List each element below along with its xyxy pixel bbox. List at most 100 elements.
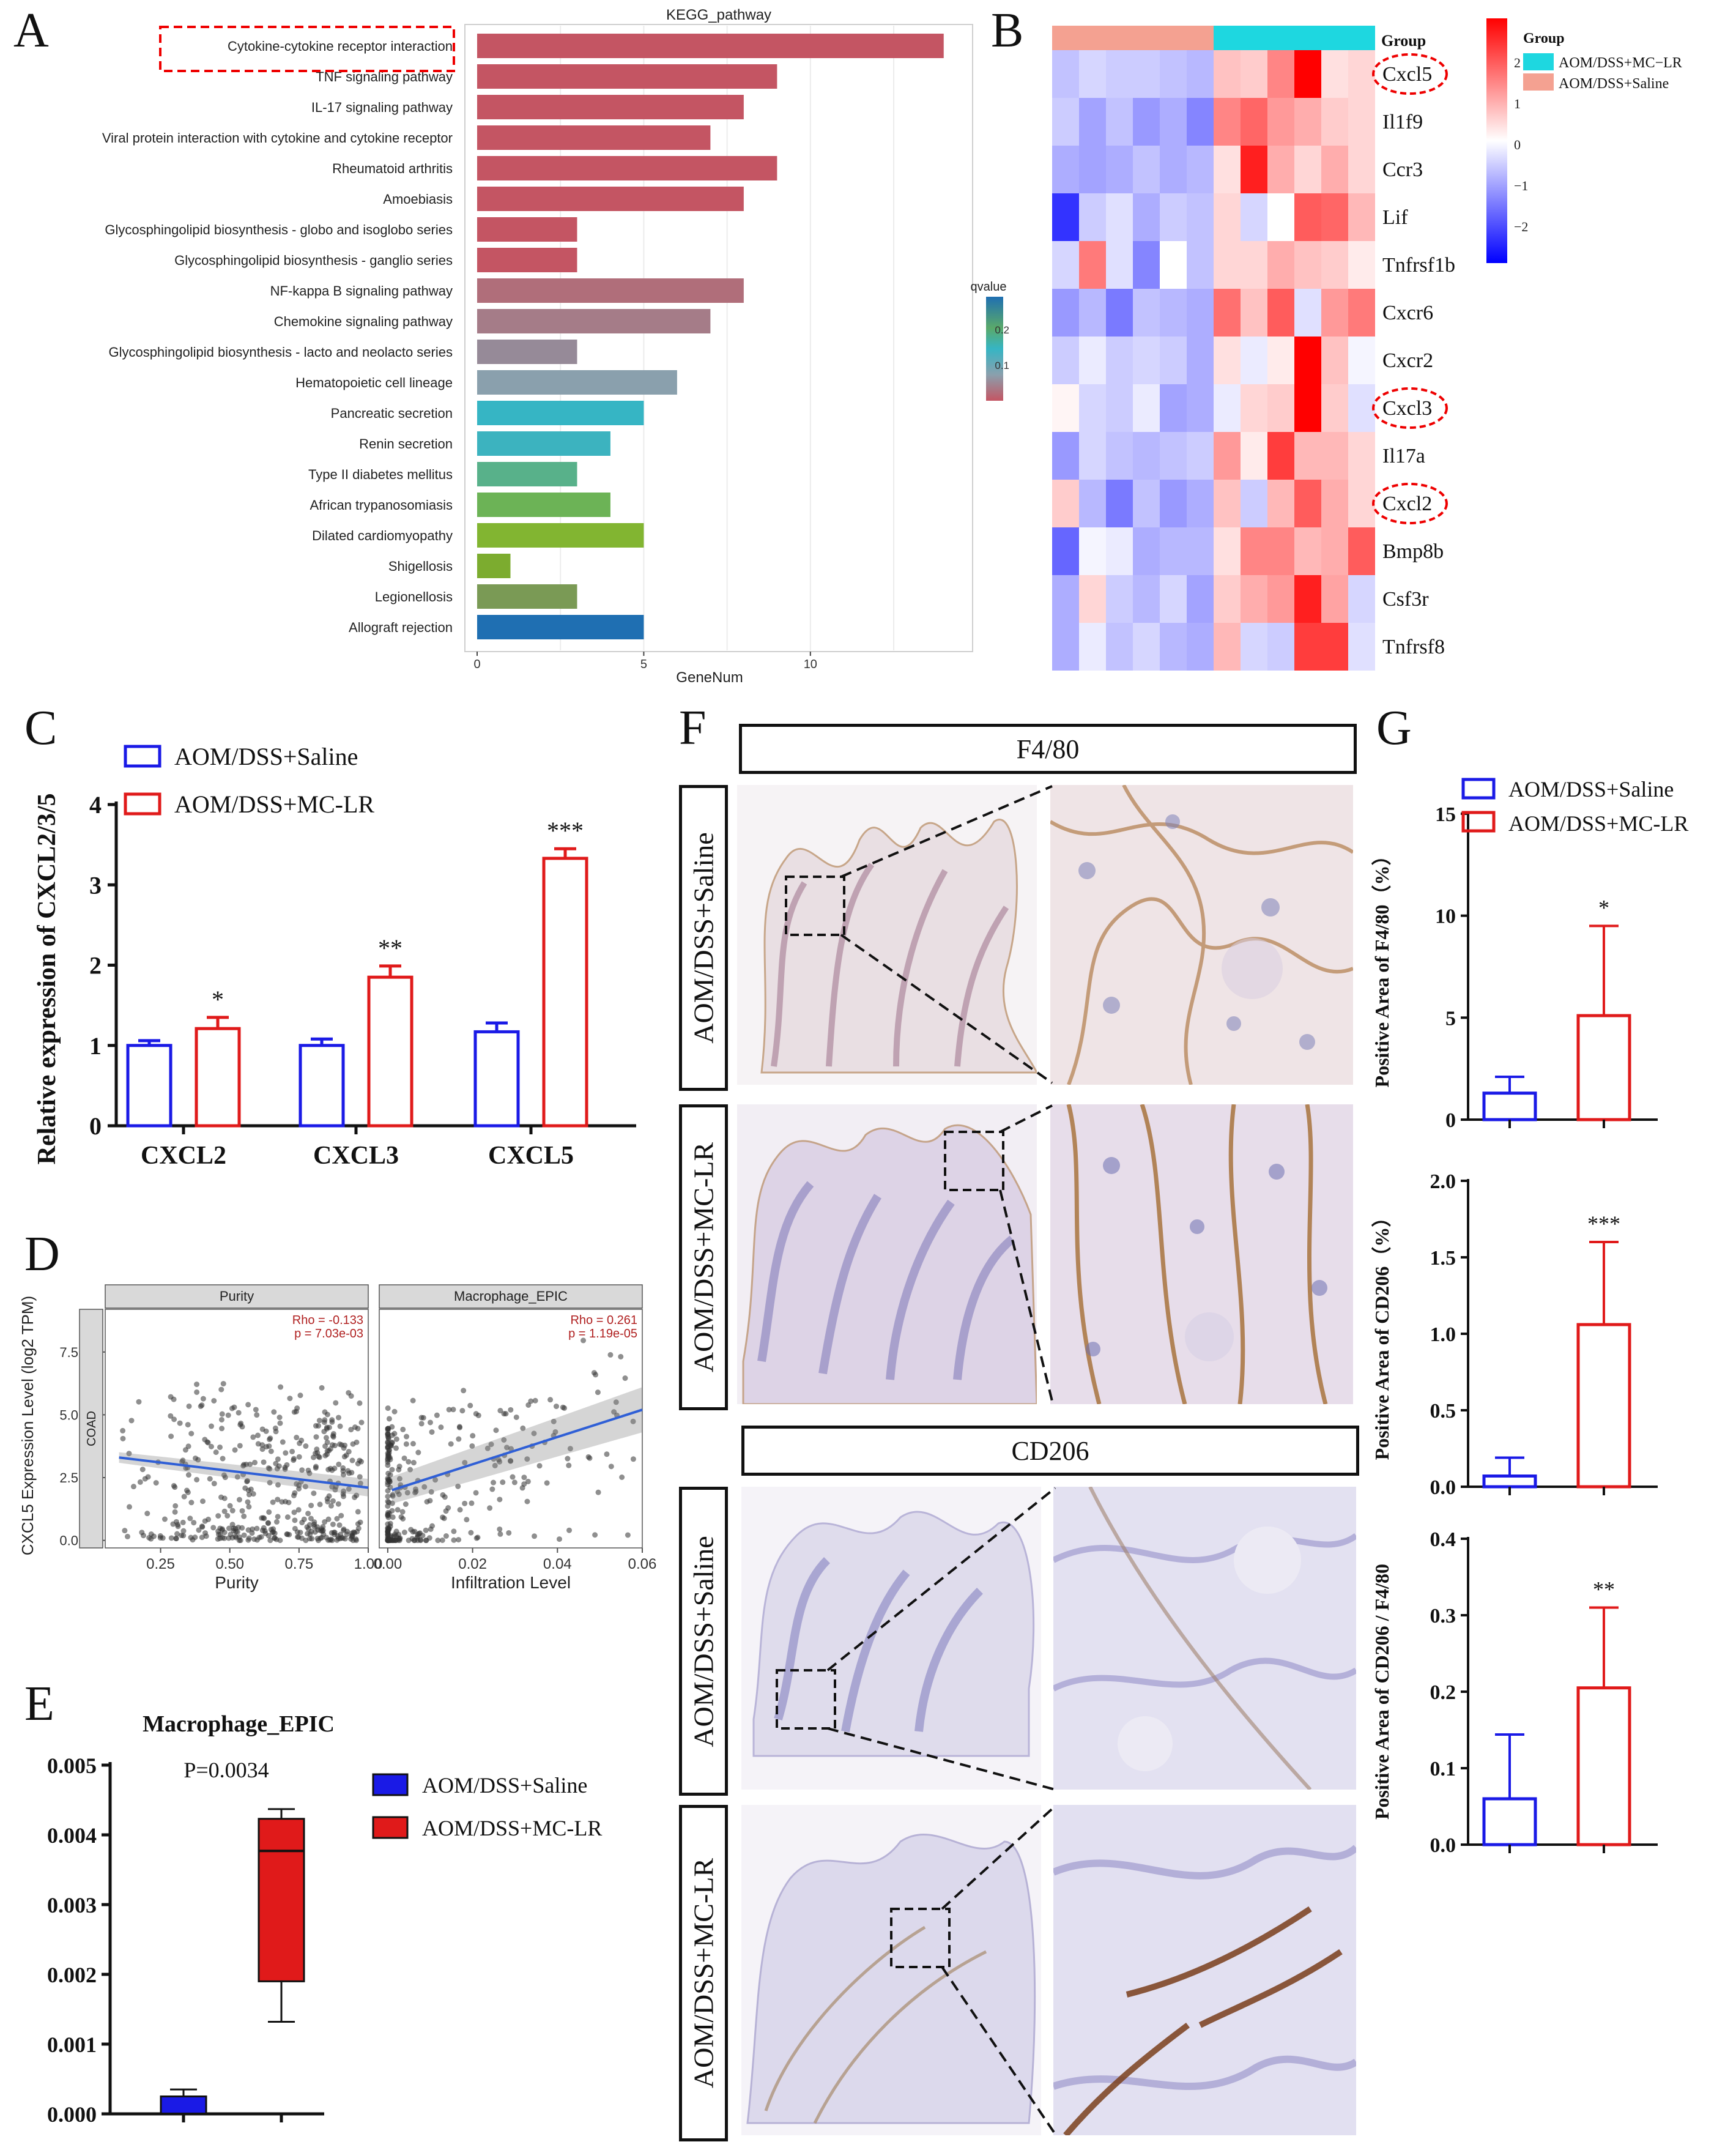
- d-point: [120, 1427, 126, 1434]
- d-pvalue: p = 7.03e-03: [294, 1327, 363, 1341]
- d-point: [354, 1439, 360, 1445]
- a-category-label: Amoebiasis: [383, 192, 453, 207]
- b-group-cell: [1348, 26, 1375, 50]
- d-point: [270, 1499, 276, 1505]
- d-point: [250, 1434, 256, 1440]
- d-point: [231, 1404, 237, 1410]
- d-xtick-label: 0.25: [146, 1556, 175, 1572]
- b-heat-cell: [1133, 480, 1160, 527]
- d-point: [168, 1413, 174, 1419]
- d-point: [307, 1531, 313, 1538]
- b-heat-cell: [1348, 241, 1375, 289]
- cytokine-heatmap: Cxcl5 Il1f9 Ccr3 Lif Tnfrsf1b Cxcr6 Cxcr2 Cxcl3…: [1052, 18, 1682, 671]
- b-heat-cell: [1321, 146, 1348, 193]
- e-box: [160, 2096, 207, 2115]
- d-point: [199, 1534, 205, 1541]
- b-heat-cell: [1321, 384, 1348, 432]
- d-point: [127, 1504, 133, 1510]
- b-group-cell: [1267, 26, 1294, 50]
- d-point: [401, 1530, 407, 1536]
- g-ytick-label: 0.2: [1430, 1681, 1456, 1704]
- d-point: [566, 1527, 573, 1533]
- d-point: [267, 1466, 273, 1472]
- b-heat-cell: [1160, 527, 1187, 575]
- b-heat-cell: [1187, 337, 1214, 384]
- d-point: [416, 1531, 422, 1537]
- d-point: [317, 1535, 324, 1541]
- d-point: [330, 1498, 336, 1504]
- g-ylabel: Positive Area of CD206 / F4/80: [1371, 1564, 1393, 1820]
- b-group-cell: [1214, 26, 1241, 50]
- d-point: [340, 1471, 346, 1478]
- d-point: [139, 1530, 145, 1536]
- d-point: [613, 1399, 619, 1405]
- d-point: [418, 1538, 424, 1544]
- d-point: [329, 1442, 335, 1448]
- d-point: [248, 1486, 254, 1492]
- d-point: [385, 1538, 391, 1544]
- b-heat-cell: [1267, 146, 1294, 193]
- d-point: [504, 1445, 510, 1451]
- d-point: [328, 1503, 334, 1509]
- d-point: [492, 1462, 498, 1468]
- d-point: [357, 1400, 363, 1406]
- b-heat-cell: [1267, 384, 1294, 432]
- d-point: [459, 1408, 466, 1414]
- e-ytick-label: 0.005: [47, 1753, 97, 1778]
- d-point: [319, 1526, 325, 1532]
- d-point: [385, 1493, 391, 1500]
- d-facet-panel: [379, 1309, 643, 1549]
- d-point: [622, 1375, 628, 1382]
- e-ytick-label: 0.001: [47, 2032, 97, 2057]
- d-point: [438, 1424, 444, 1430]
- c-ytick-label: 0: [89, 1112, 102, 1140]
- d-ytick-label: 5.0: [59, 1407, 78, 1422]
- legend-label-mclr: AOM/DSS+MC−LR: [1559, 55, 1682, 71]
- d-point: [196, 1527, 202, 1533]
- d-point: [595, 1489, 601, 1495]
- b-heat-cell: [1294, 432, 1321, 480]
- d-point: [501, 1437, 507, 1443]
- c-legend-swatch-saline: [124, 745, 161, 768]
- d-pvalue: p = 1.19e-05: [568, 1327, 637, 1341]
- d-point: [389, 1424, 395, 1430]
- d-point: [464, 1517, 470, 1523]
- g-bar: [1576, 1323, 1631, 1489]
- d-point: [489, 1486, 495, 1492]
- a-bar: [477, 462, 577, 486]
- scale-tick-2: 2: [1514, 55, 1521, 70]
- b-heat-cell: [1079, 337, 1106, 384]
- qvalue-tick-02: 0.2: [995, 324, 1009, 336]
- b-heat-cell: [1160, 337, 1187, 384]
- d-point: [532, 1397, 538, 1404]
- scale-tick-1: 1: [1514, 96, 1521, 111]
- d-point: [390, 1514, 396, 1520]
- d-point: [136, 1399, 142, 1405]
- g-ylabel: Positive Area of CD206（%）: [1371, 1208, 1393, 1460]
- d-point: [237, 1443, 243, 1449]
- d-point: [525, 1478, 531, 1484]
- d-point: [255, 1441, 261, 1447]
- a-category-label: Glycosphingolipid biosynthesis - globo a…: [105, 222, 453, 237]
- d-point: [191, 1520, 197, 1526]
- d-xtick-label: 1.00: [354, 1556, 383, 1572]
- d-point: [311, 1490, 317, 1497]
- g-ytick-label: 0.0: [1430, 1834, 1456, 1857]
- b-heat-cell: [1187, 50, 1214, 98]
- d-point: [254, 1525, 260, 1531]
- d-point: [497, 1497, 503, 1503]
- d-ytick-label: 0.0: [59, 1533, 78, 1549]
- d-point: [203, 1533, 209, 1539]
- d-point: [385, 1503, 391, 1509]
- b-heat-cell: [1294, 146, 1321, 193]
- d-point: [227, 1503, 233, 1509]
- d-point: [168, 1535, 174, 1541]
- e-legend-swatch-saline: [372, 1773, 409, 1796]
- d-point: [342, 1442, 348, 1448]
- d-point: [328, 1530, 335, 1536]
- d-point: [275, 1456, 281, 1462]
- g-significance: ***: [1587, 1211, 1620, 1236]
- d-point: [265, 1520, 271, 1527]
- panel-label-c: C: [24, 701, 57, 755]
- b-heat-cell: [1160, 432, 1187, 480]
